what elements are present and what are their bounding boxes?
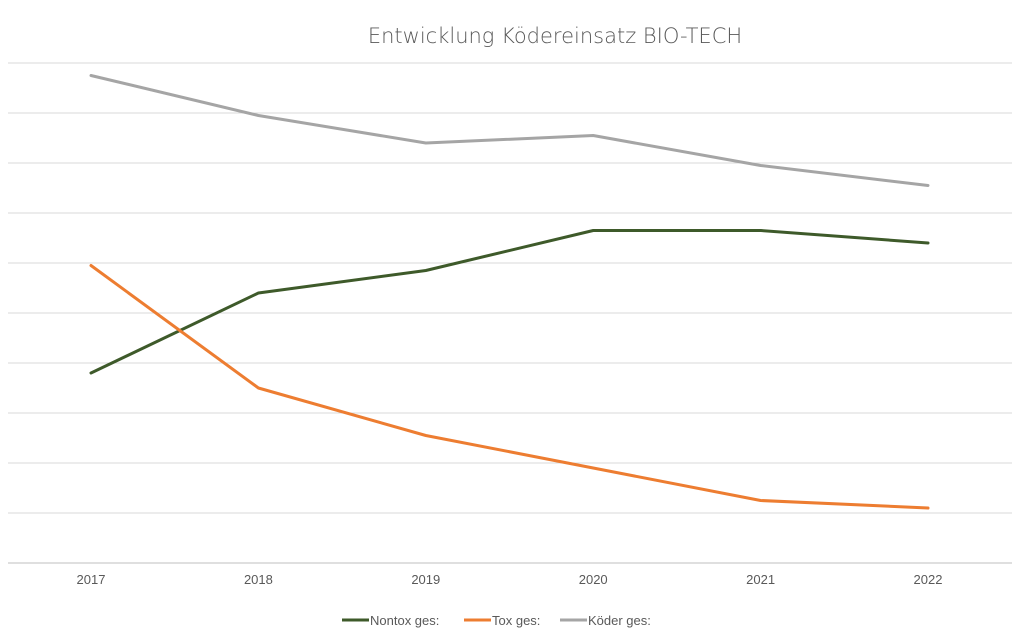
legend: Nontox ges: Tox ges: Köder ges: xyxy=(342,613,651,628)
legend-label: Tox ges: xyxy=(492,613,540,628)
x-tick-label: 2020 xyxy=(579,572,608,587)
chart-title: Entwicklung Ködereinsatz BIO-TECH xyxy=(367,24,743,48)
x-tick-label: 2022 xyxy=(914,572,943,587)
x-tick-label: 2017 xyxy=(77,572,106,587)
legend-label: Köder ges: xyxy=(588,613,651,628)
series-line-3 xyxy=(89,74,930,187)
x-axis-ticks: 2017 2018 2019 2020 2021 2022 xyxy=(77,572,943,587)
x-tick-label: 2021 xyxy=(746,572,775,587)
series-line-1 xyxy=(89,229,930,375)
legend-label: Nontox ges: xyxy=(370,613,439,628)
gridlines xyxy=(8,62,1012,564)
series-lines xyxy=(89,74,930,510)
x-tick-label: 2019 xyxy=(411,572,440,587)
x-tick-label: 2018 xyxy=(244,572,273,587)
series-line-2 xyxy=(89,264,930,510)
